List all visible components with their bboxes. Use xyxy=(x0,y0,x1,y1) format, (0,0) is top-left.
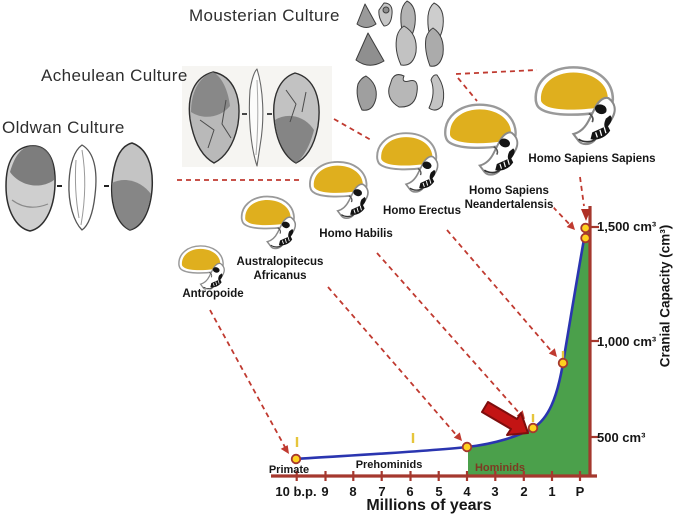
sapiens-sapiens-label: Homo Sapiens Sapiens xyxy=(528,153,656,165)
arrow-acheulean-to-erectus xyxy=(333,118,372,141)
y-axis-title: Cranial Capacity (cm³) xyxy=(657,224,673,368)
arrow-sapiens-to-chart xyxy=(579,176,585,207)
homo-habilis-skull-icon xyxy=(308,160,369,220)
x-tick-6: 6 xyxy=(406,484,414,499)
y-tick-500: 500 cm³ xyxy=(597,430,646,445)
australopitecus-label-line2: Africanus xyxy=(253,269,307,282)
mousterian-culture-title: Mousterian Culture xyxy=(189,6,340,25)
x-axis-title: Millions of years xyxy=(366,497,492,514)
x-tick-1: 1 xyxy=(548,484,556,499)
x-tick-3: 3 xyxy=(491,484,499,499)
y-axis xyxy=(588,206,599,477)
acheulean-tools-icon xyxy=(182,66,332,167)
mousterian-tools-icon xyxy=(355,0,445,111)
neandertalensis-skull-icon xyxy=(444,103,519,176)
region-label-prehominids: Prehominids xyxy=(355,459,423,471)
antropoide-label: Antropoide xyxy=(182,288,244,300)
australopitecus-label-line1: Australopitecus xyxy=(236,256,324,268)
arrow-australopitecus-to-chart xyxy=(327,286,459,438)
arrow-erectus-to-chart xyxy=(446,229,554,354)
dashed-arrowheads xyxy=(280,221,575,454)
x-tick-7: 7 xyxy=(378,484,386,499)
antropoide-skull-icon xyxy=(178,245,225,291)
neandertalensis-label: Homo Sapiens Neandertalensis xyxy=(465,185,554,212)
oldwan-culture-title: Oldwan Culture xyxy=(2,118,125,137)
point-primate xyxy=(290,453,302,465)
hominids-green-area xyxy=(468,229,589,476)
homo-erectus-skull-icon xyxy=(376,132,439,193)
region-label-hominids: Hominids xyxy=(474,462,526,474)
data-points xyxy=(290,222,591,465)
arrow-habilis-to-chart xyxy=(376,252,522,416)
y-tick-1000: 1,000 cm³ xyxy=(597,334,657,349)
yellow-spark-ticks xyxy=(295,351,565,447)
arrow-mousterian-to-neandertalensis xyxy=(457,77,478,102)
point-habilis xyxy=(527,422,539,434)
australopitecus-skull-icon xyxy=(240,195,297,250)
point-australopitecus xyxy=(461,441,473,453)
region-label-primate: Primate xyxy=(268,464,310,476)
x-tick-9: 9 xyxy=(321,484,329,499)
acheulean-culture-title: Acheulean Culture xyxy=(41,66,188,85)
point-neandertalensis xyxy=(580,232,591,244)
arrow-mousterian-to-sapiens xyxy=(455,69,538,75)
neandertalensis-label-line2: Neandertalensis xyxy=(464,198,554,211)
sapiens-sapiens-skull-icon xyxy=(534,66,616,146)
y-axis-down-arrowhead-icon xyxy=(581,209,591,221)
arrow-neandertalensis-to-chart xyxy=(552,206,573,228)
oldwan-tools-icon xyxy=(5,142,154,232)
x-tick-5: 5 xyxy=(435,484,443,499)
point-erectus xyxy=(557,357,569,369)
dashed-arrows xyxy=(177,69,585,450)
y-tick-1500: 1,500 cm³ xyxy=(597,219,657,234)
arrow-antropoide-to-chart xyxy=(209,309,287,450)
x-tick-2: 2 xyxy=(520,484,528,499)
x-tick-4: 4 xyxy=(463,484,471,499)
big-red-arrow-icon xyxy=(481,401,529,436)
point-sapiens xyxy=(580,222,591,234)
cranial-capacity-chart xyxy=(271,206,599,481)
homo-habilis-label: Homo Habilis xyxy=(319,228,393,240)
neandertalensis-label-line1: Homo Sapiens xyxy=(469,185,549,197)
x-tick-8: 8 xyxy=(349,484,357,499)
x-tick-p: P xyxy=(575,484,585,499)
homo-erectus-label: Homo Erectus xyxy=(383,205,461,217)
australopitecus-label: Australopitecus Africanus xyxy=(237,256,324,283)
x-axis xyxy=(271,471,597,481)
x-tick-10bp: 10 b.p. xyxy=(275,484,317,499)
